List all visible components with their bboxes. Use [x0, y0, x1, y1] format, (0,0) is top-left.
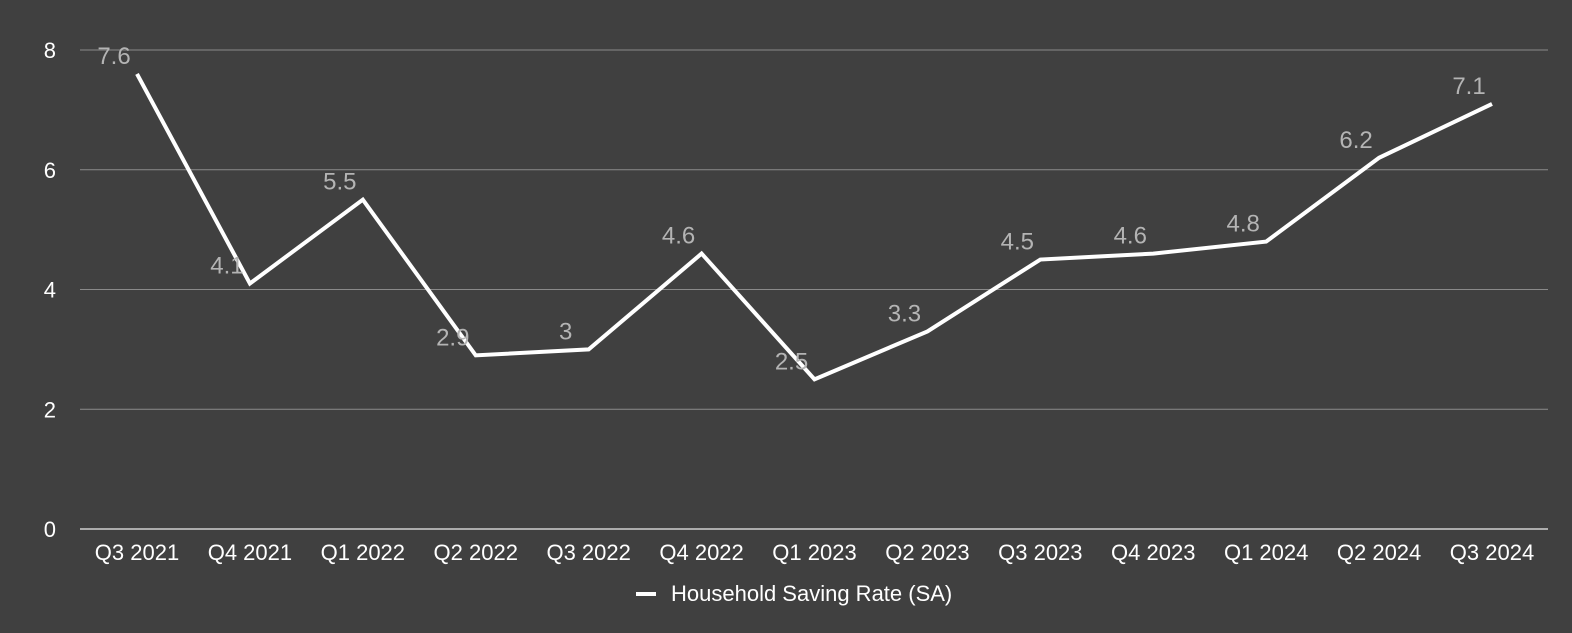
x-tick-label: Q2 2023	[885, 540, 969, 565]
series-layer	[135, 73, 1493, 382]
data-label: 2.9	[436, 324, 469, 351]
legend-label: Household Saving Rate (SA)	[671, 581, 952, 606]
x-tick-label: Q2 2024	[1337, 540, 1421, 565]
x-tick-label: Q1 2023	[772, 540, 856, 565]
data-label: 6.2	[1339, 127, 1372, 154]
data-label: 5.5	[323, 169, 356, 196]
data-label: 4.6	[662, 223, 695, 250]
y-tick-label: 0	[44, 517, 56, 542]
data-label: 4.8	[1226, 211, 1259, 238]
x-tick-label: Q4 2023	[1111, 540, 1195, 565]
x-tick-label: Q4 2022	[659, 540, 743, 565]
x-tick-label: Q3 2024	[1450, 540, 1534, 565]
x-tick-label: Q1 2024	[1224, 540, 1308, 565]
y-tick-label: 8	[44, 38, 56, 63]
series-line[interactable]	[135, 73, 1493, 382]
legend[interactable]: Household Saving Rate (SA)	[636, 581, 952, 606]
x-tick-label: Q1 2022	[321, 540, 405, 565]
y-tick-label: 6	[44, 158, 56, 183]
x-tick-label: Q3 2023	[998, 540, 1082, 565]
y-axis-ticks: 0 2 4 6 8	[44, 38, 56, 542]
x-tick-label: Q2 2022	[434, 540, 518, 565]
x-tick-label: Q3 2022	[546, 540, 630, 565]
data-label: 7.6	[97, 43, 130, 70]
data-label: 2.5	[775, 348, 808, 375]
data-label: 7.1	[1452, 73, 1485, 100]
y-tick-label: 2	[44, 397, 56, 422]
x-tick-label: Q4 2021	[208, 540, 292, 565]
gridlines	[80, 49, 1548, 530]
x-tick-label: Q3 2021	[95, 540, 179, 565]
data-label: 3.3	[888, 300, 921, 327]
x-axis-ticks: Q3 2021 Q4 2021 Q1 2022 Q2 2022 Q3 2022 Q4 20…	[95, 540, 1534, 565]
data-label: 4.1	[210, 253, 243, 280]
y-tick-label: 4	[44, 278, 56, 303]
data-label: 4.5	[1001, 229, 1034, 256]
data-labels: 7.6 4.1 5.5 2.9 3 4.6 2.5 3.3 4.5 4.6 4.8 6.2 7.1	[97, 43, 1485, 375]
data-label: 4.6	[1114, 223, 1147, 250]
data-label: 3	[559, 318, 572, 345]
